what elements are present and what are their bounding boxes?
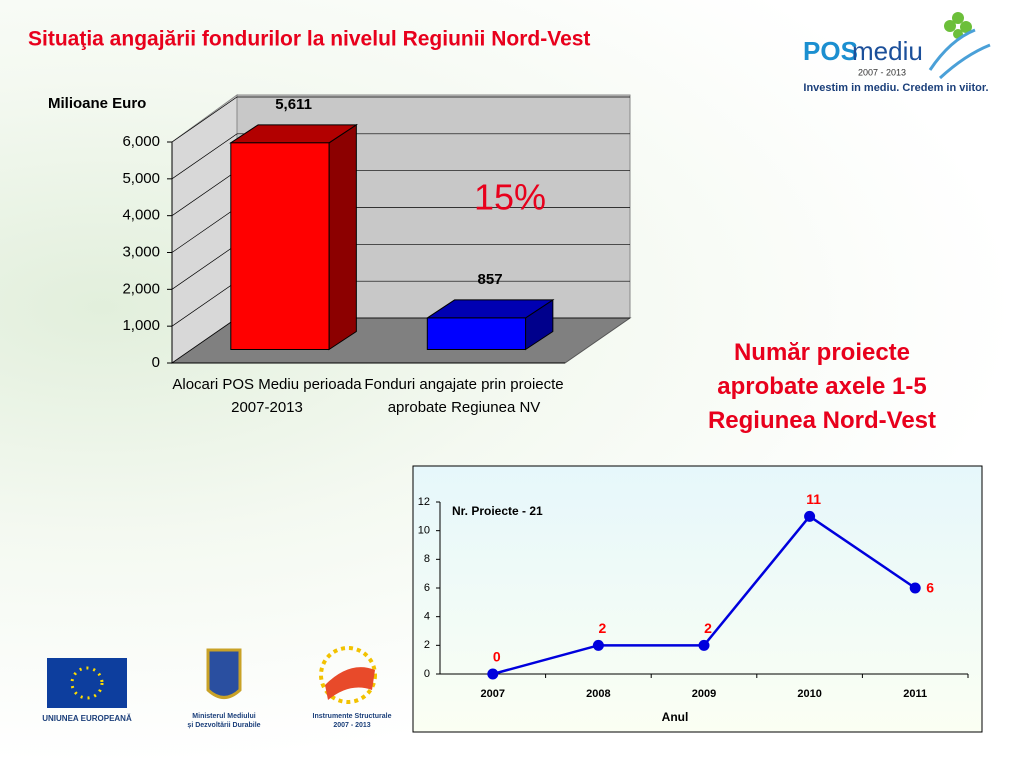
point (592, 639, 604, 651)
data-label: 857 (478, 271, 503, 288)
bar (426, 317, 527, 351)
y-tick-label: 3,000 (122, 243, 160, 260)
point (909, 582, 921, 594)
y-tick-label: 10 (418, 525, 430, 537)
y-tick-label: 1,000 (122, 317, 160, 334)
y-tick-label: 0 (152, 354, 160, 371)
data-label: 5,611 (275, 96, 312, 113)
slide-title: Situaţia angajării fondurilor la nivelul… (28, 28, 590, 51)
instruments-logo (319, 646, 377, 704)
x-tick-label: 2011 (903, 688, 927, 700)
logo-slogan: Investim in mediu. Credem in viitor. (803, 82, 988, 94)
ministry-label: Ministerul Mediului (192, 713, 255, 720)
x-tick-label: 2009 (692, 688, 716, 700)
instruments-label: 2007 - 2013 (333, 722, 370, 729)
x-tick-label: Alocari POS Mediu perioada 2007-2013 (172, 376, 362, 416)
instruments-wave (325, 667, 375, 700)
data-label: 0 (493, 649, 501, 665)
data-label: 2 (599, 620, 607, 636)
logo-pos: POS (803, 36, 858, 66)
grid-line (171, 133, 630, 180)
eu-stars (70, 666, 104, 700)
bar-side (328, 123, 357, 351)
y-tick-label: 8 (424, 553, 430, 565)
y-tick-label: 4 (424, 611, 430, 623)
y-tick-label: 5,000 (122, 170, 160, 187)
data-label: 11 (806, 491, 821, 507)
logo-mediu: mediu (852, 36, 923, 66)
ministry-label: și Dezvoltării Durabile (187, 722, 260, 729)
logo-years: 2007 - 2013 (858, 67, 906, 77)
x-tick-label: 2008 (586, 688, 610, 700)
x-tick-label: 2007 (481, 688, 505, 700)
y-tick-label: 6,000 (122, 133, 160, 150)
instruments-label: Instrumente Structurale (313, 713, 392, 720)
x-axis-label: Anul (662, 710, 689, 724)
ministry-crest (206, 648, 242, 699)
side-text: Număr proiecte aprobate axele 1-5 Regiun… (707, 339, 937, 434)
x-tick-label: Fonduri angajate prin proiecte aprobate … (364, 376, 564, 416)
y-tick-label: 6 (424, 582, 430, 594)
eu-flag (47, 658, 127, 708)
y-tick-label: 2,000 (122, 280, 160, 297)
point (804, 510, 816, 522)
eu-label: UNIUNEA EUROPEANĂ (42, 714, 132, 723)
data-label: 2 (704, 620, 712, 636)
y-tick-label: 12 (418, 496, 430, 508)
data-label: 6 (926, 580, 934, 596)
legend-label: Nr. Proiecte - 21 (452, 504, 543, 518)
y-axis-label: Milioane Euro (48, 95, 146, 112)
grid-line (171, 96, 630, 143)
bar (230, 142, 330, 350)
line-chart-frame (412, 465, 983, 733)
point (487, 668, 499, 680)
x-tick-label: 2010 (797, 688, 821, 700)
logo-flower (928, 12, 991, 80)
annotation: 15% (474, 177, 546, 218)
y-tick-label: 0 (424, 668, 430, 680)
y-tick-label: 2 (424, 639, 430, 651)
point (698, 639, 710, 651)
y-tick-label: 4,000 (122, 207, 160, 224)
